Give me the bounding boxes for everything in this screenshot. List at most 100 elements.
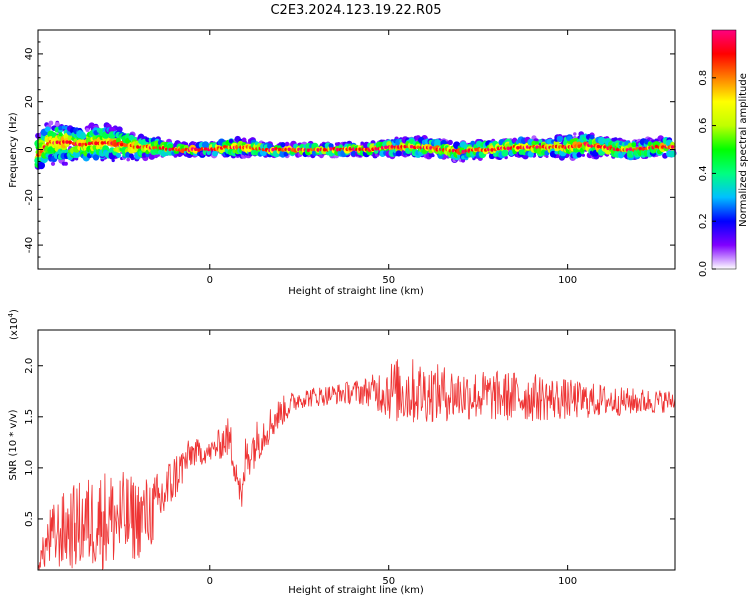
spectrogram-ridge-cell [628,147,633,151]
snr-y-axis-label: SNR (10 * v/v) [8,409,19,480]
spectrogram-ridge-cell [490,148,494,152]
spectrogram-ridge-cell [461,149,465,154]
snr-x-tick-label: 100 [558,576,577,587]
snr-frame [37,329,676,571]
spectrogram-ridge-cell [123,143,127,147]
spectrogram-cell [61,125,66,130]
snr-panel: 0 50 100 0.5 1.0 1.5 2.0 Height of straight l… [7,309,676,596]
spectrogram-ridge-cell [39,149,43,154]
colorbar-tick-label: 0.4 [698,165,709,181]
spectrogram-cell [554,150,559,155]
spectrogram-ridge-cell [670,145,675,149]
spectrogram-ridge-cell [271,147,275,152]
spectrogram-cell [228,139,234,144]
snr-y-tick-label: 1.0 [24,460,35,476]
spectrogram-ridge-cell [335,147,340,152]
figure-title: C2E3.2024.123.19.22.R05 [270,3,441,18]
colorbar-tick-label: 0.0 [698,261,709,277]
spectrogram-halo-cell [573,132,577,136]
spectrogram-cell [58,132,63,137]
spectrogram-cell [669,150,676,158]
spectrogram-y-tick-label: -40 [24,237,35,253]
spectrogram-ridge-cell [203,147,208,151]
snr-y-ticks: 0.5 1.0 1.5 2.0 [24,358,675,527]
spectrogram-halo-cell [85,128,90,132]
spectrogram-ridge-cell [194,147,198,151]
spectrogram-y-tick-label: 40 [24,48,35,61]
spectrogram-ridge-cell [506,146,511,151]
colorbar-tick-label: 0.6 [698,118,709,134]
spectrogram-ridge-cell [638,146,643,151]
spectrogram-y-axis-label: Frequency (Hz) [8,112,19,188]
spectrogram-cell [576,152,582,158]
spectrogram-ridge-cell [119,142,124,147]
spectrogram-halo-cell [54,122,60,128]
spectrogram-ridge-cell [168,147,172,152]
spectrogram-cell [374,149,379,154]
spectrogram-cell [44,126,51,133]
snr-x-tick-label: 50 [382,576,395,587]
spectrogram-ridge-cell [596,144,601,149]
spectrogram-cell [37,161,45,170]
spectrogram-halo-cell [126,157,130,162]
spectrogram-x-ticks: 0 50 100 [207,30,577,286]
colorbar-ticks: 0.0 0.2 0.4 0.6 0.8 [698,70,716,277]
spectrogram-cell [328,143,334,149]
colorbar-tick-label: 0.8 [698,70,709,86]
spectrogram-y-ticks: -40 -20 0 20 40 [24,41,675,258]
spectrogram-cell [434,139,441,146]
snr-x-tick-label: 0 [207,576,213,587]
spectrogram-halo-cell [431,154,435,158]
spectrogram-cell [670,141,675,147]
spectrogram-ridge-cell [390,145,395,149]
snr-y-tick-label: 0.5 [24,511,35,527]
spectrogram-cell [116,137,121,143]
spectrogram-ridge-cell [181,148,185,152]
snr-y-tick-label: 2.0 [24,358,35,374]
spectrogram-cell [145,137,150,142]
spectrogram-cell [58,125,63,131]
spectrogram-ridge-cell [474,147,478,152]
spectrogram-ridge-cell [538,145,543,149]
spectrogram-cell [338,144,343,149]
spectrogram-halo-cell [50,161,56,166]
spectrogram-y-tick-label: -20 [24,189,35,205]
spectrogram-cell [80,133,87,140]
spectrogram-cell [538,139,543,144]
spectrogram-ridge-cell [641,147,646,151]
spectrogram-ridge-cell [374,147,379,151]
spectrogram-marks [34,120,677,170]
spectrogram-cell [212,150,219,157]
spectrogram-ridge-cell [409,144,414,149]
snr-y-tick-label: 1.5 [24,409,35,425]
spectrogram-ridge-cell [78,142,82,147]
spectrogram-cell [589,134,595,140]
snr-x-axis-label: Height of straight line (km) [288,585,424,596]
spectrogram-ridge-cell [136,145,140,149]
spectrogram-y-tick-label: 20 [24,95,35,108]
spectrogram-halo-cell [48,120,54,126]
spectrogram-ridge-cell [87,141,92,146]
spectrogram-ridge-cell [277,147,282,152]
spectrogram-ridge-cell [329,147,333,151]
spectrogram-halo-cell [555,154,560,159]
spectrogram-ridge-cell [322,147,327,152]
spectrogram-cell [527,151,534,158]
spectrogram-cell [72,150,81,159]
spectrogram-ridge-cell [287,147,292,152]
spectrogram-cell [267,143,273,149]
spectrogram-ridge-cell [68,140,72,144]
spectrogram-cell [280,142,286,148]
spectrogram-cell [116,153,121,158]
spectrogram-cell [201,141,210,149]
spectrogram-ridge-cell [113,142,118,146]
spectrogram-cell [206,150,211,155]
spectrogram-cell [241,137,247,143]
spectrogram-ridge-cell [615,147,620,152]
colorbar-gradient [712,30,736,269]
spectrogram-cell [501,149,509,157]
spectrogram-ridge-cell [223,145,227,149]
spectrogram-ridge-cell [55,140,60,145]
spectrogram-x-tick-label: 50 [382,275,395,286]
spectrogram-cell [128,153,134,159]
